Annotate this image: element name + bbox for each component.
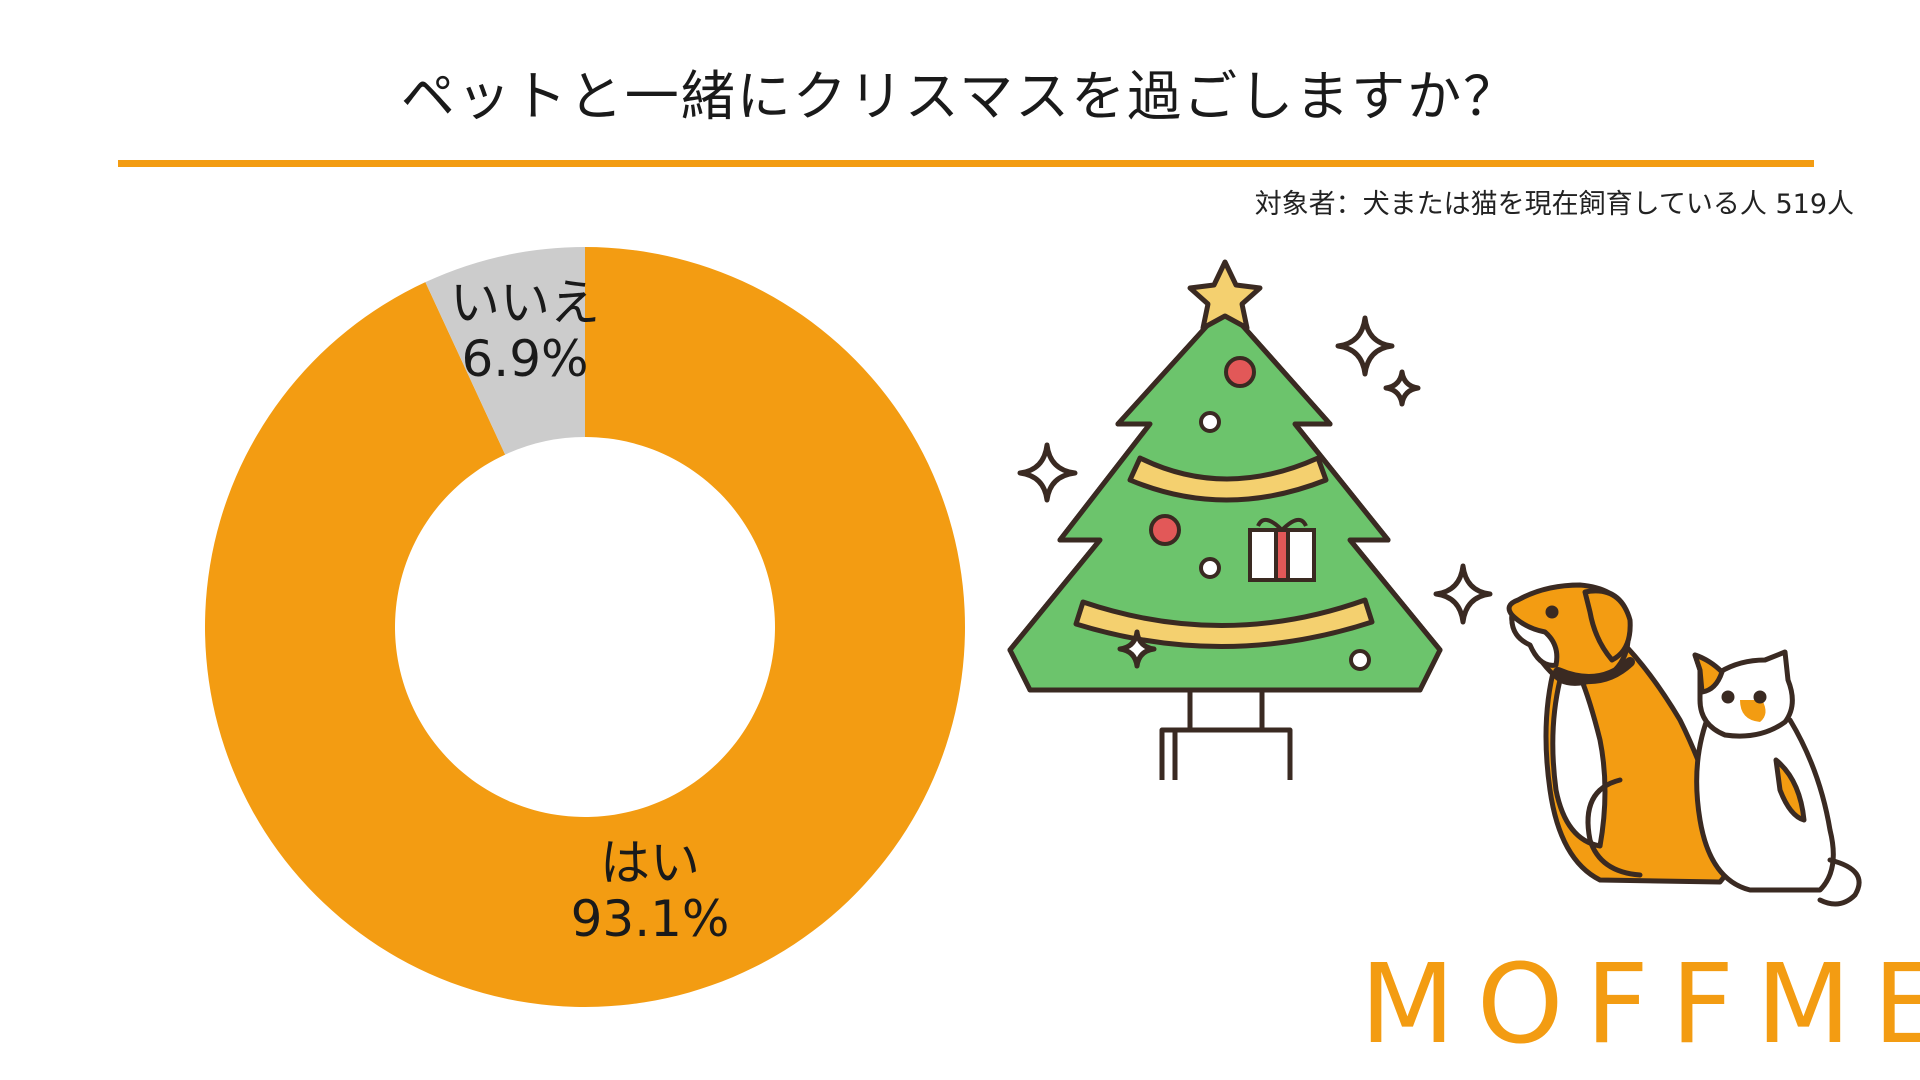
page-title: ペットと一緒にクリスマスを過ごしますか？ bbox=[400, 65, 1520, 128]
title-divider bbox=[118, 160, 1814, 167]
dog-icon bbox=[1506, 582, 1733, 885]
christmas-tree-icon bbox=[1007, 303, 1443, 780]
moffme-logo: MOFFME bbox=[1360, 940, 1920, 1068]
slice-label-yes: はい bbox=[600, 834, 700, 892]
star-icon bbox=[1187, 259, 1263, 331]
slice-yes bbox=[204, 247, 965, 1007]
cat-icon bbox=[1692, 649, 1862, 907]
survey-subject: 対象者：犬または猫を現在飼育している人 519人 bbox=[1254, 189, 1854, 220]
slice-value-yes: 93.1% bbox=[571, 890, 730, 948]
sparkle-icon bbox=[1017, 315, 1493, 669]
slice-no bbox=[425, 247, 585, 455]
slice-label-no: いいえ bbox=[450, 274, 600, 332]
slice-value-no: 6.9% bbox=[461, 330, 588, 388]
tree-ornaments bbox=[1149, 356, 1371, 671]
donut-slices bbox=[204, 247, 965, 1007]
